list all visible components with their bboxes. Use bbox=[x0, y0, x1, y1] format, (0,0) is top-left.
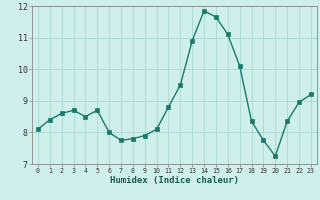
X-axis label: Humidex (Indice chaleur): Humidex (Indice chaleur) bbox=[110, 176, 239, 185]
